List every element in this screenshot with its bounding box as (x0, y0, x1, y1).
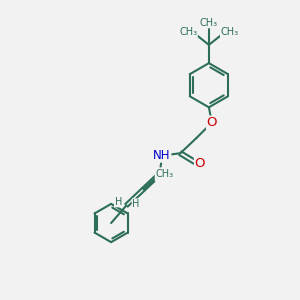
Text: CH₃: CH₃ (179, 27, 197, 37)
Text: NH: NH (153, 149, 171, 162)
Text: O: O (194, 157, 205, 170)
Text: H: H (115, 197, 122, 207)
Text: N: N (155, 168, 164, 181)
Text: H: H (132, 199, 140, 209)
Text: CH₃: CH₃ (220, 27, 238, 37)
Text: CH₃: CH₃ (156, 169, 174, 179)
Text: O: O (207, 116, 217, 129)
Text: CH₃: CH₃ (200, 18, 218, 28)
